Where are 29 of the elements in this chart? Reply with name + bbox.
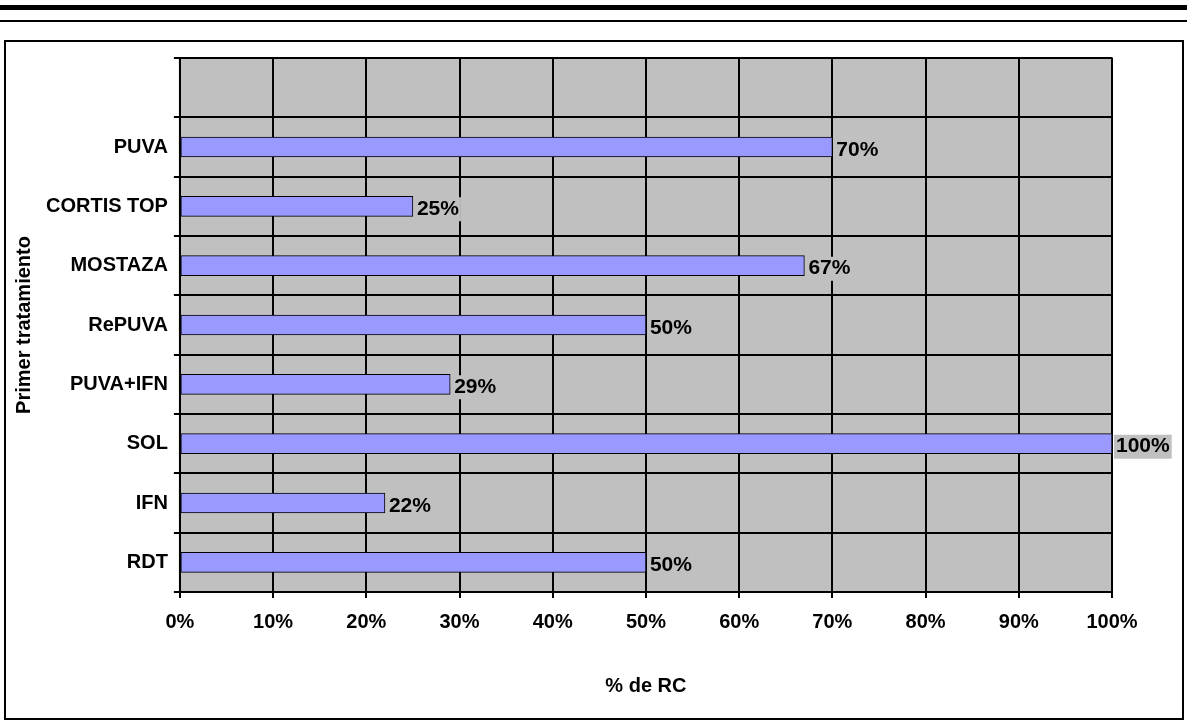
y-tick-label: RDT xyxy=(126,549,168,572)
x-tick-label: 100% xyxy=(1086,609,1138,632)
y-axis-title: Primer tratamiento xyxy=(11,236,34,414)
x-tick-label: 90% xyxy=(998,609,1040,632)
data-label: 50% xyxy=(649,314,693,338)
data-label: 67% xyxy=(808,255,851,279)
x-tick-label: 0% xyxy=(165,609,195,632)
x-tick-label: 10% xyxy=(253,609,294,632)
data-label: 25% xyxy=(416,196,460,220)
data-label: 70% xyxy=(836,136,879,160)
x-axis-title: % de RC xyxy=(605,673,687,696)
y-tick-label: SOL xyxy=(126,431,168,454)
data-label: 100% xyxy=(1116,433,1171,457)
y-tick-label: PUVA xyxy=(113,134,168,157)
y-tick-label: IFN xyxy=(135,490,168,513)
x-tick-label: 60% xyxy=(719,609,760,632)
data-label: 29% xyxy=(454,374,497,398)
y-tick-label: CORTIS TOP xyxy=(45,193,168,216)
data-label: 50% xyxy=(649,552,693,576)
x-tick-label: 20% xyxy=(346,609,387,632)
x-tick-label: 40% xyxy=(532,609,573,632)
y-tick-label: RePUVA xyxy=(88,312,168,335)
y-tick-label: PUVA+IFN xyxy=(69,371,168,394)
data-label: 22% xyxy=(388,492,432,516)
x-tick-label: 80% xyxy=(905,609,946,632)
y-tick-label: MOSTAZA xyxy=(70,253,168,276)
x-tick-label: 70% xyxy=(812,609,853,632)
x-tick-label: 30% xyxy=(439,609,480,632)
x-tick-label: 50% xyxy=(625,609,667,632)
